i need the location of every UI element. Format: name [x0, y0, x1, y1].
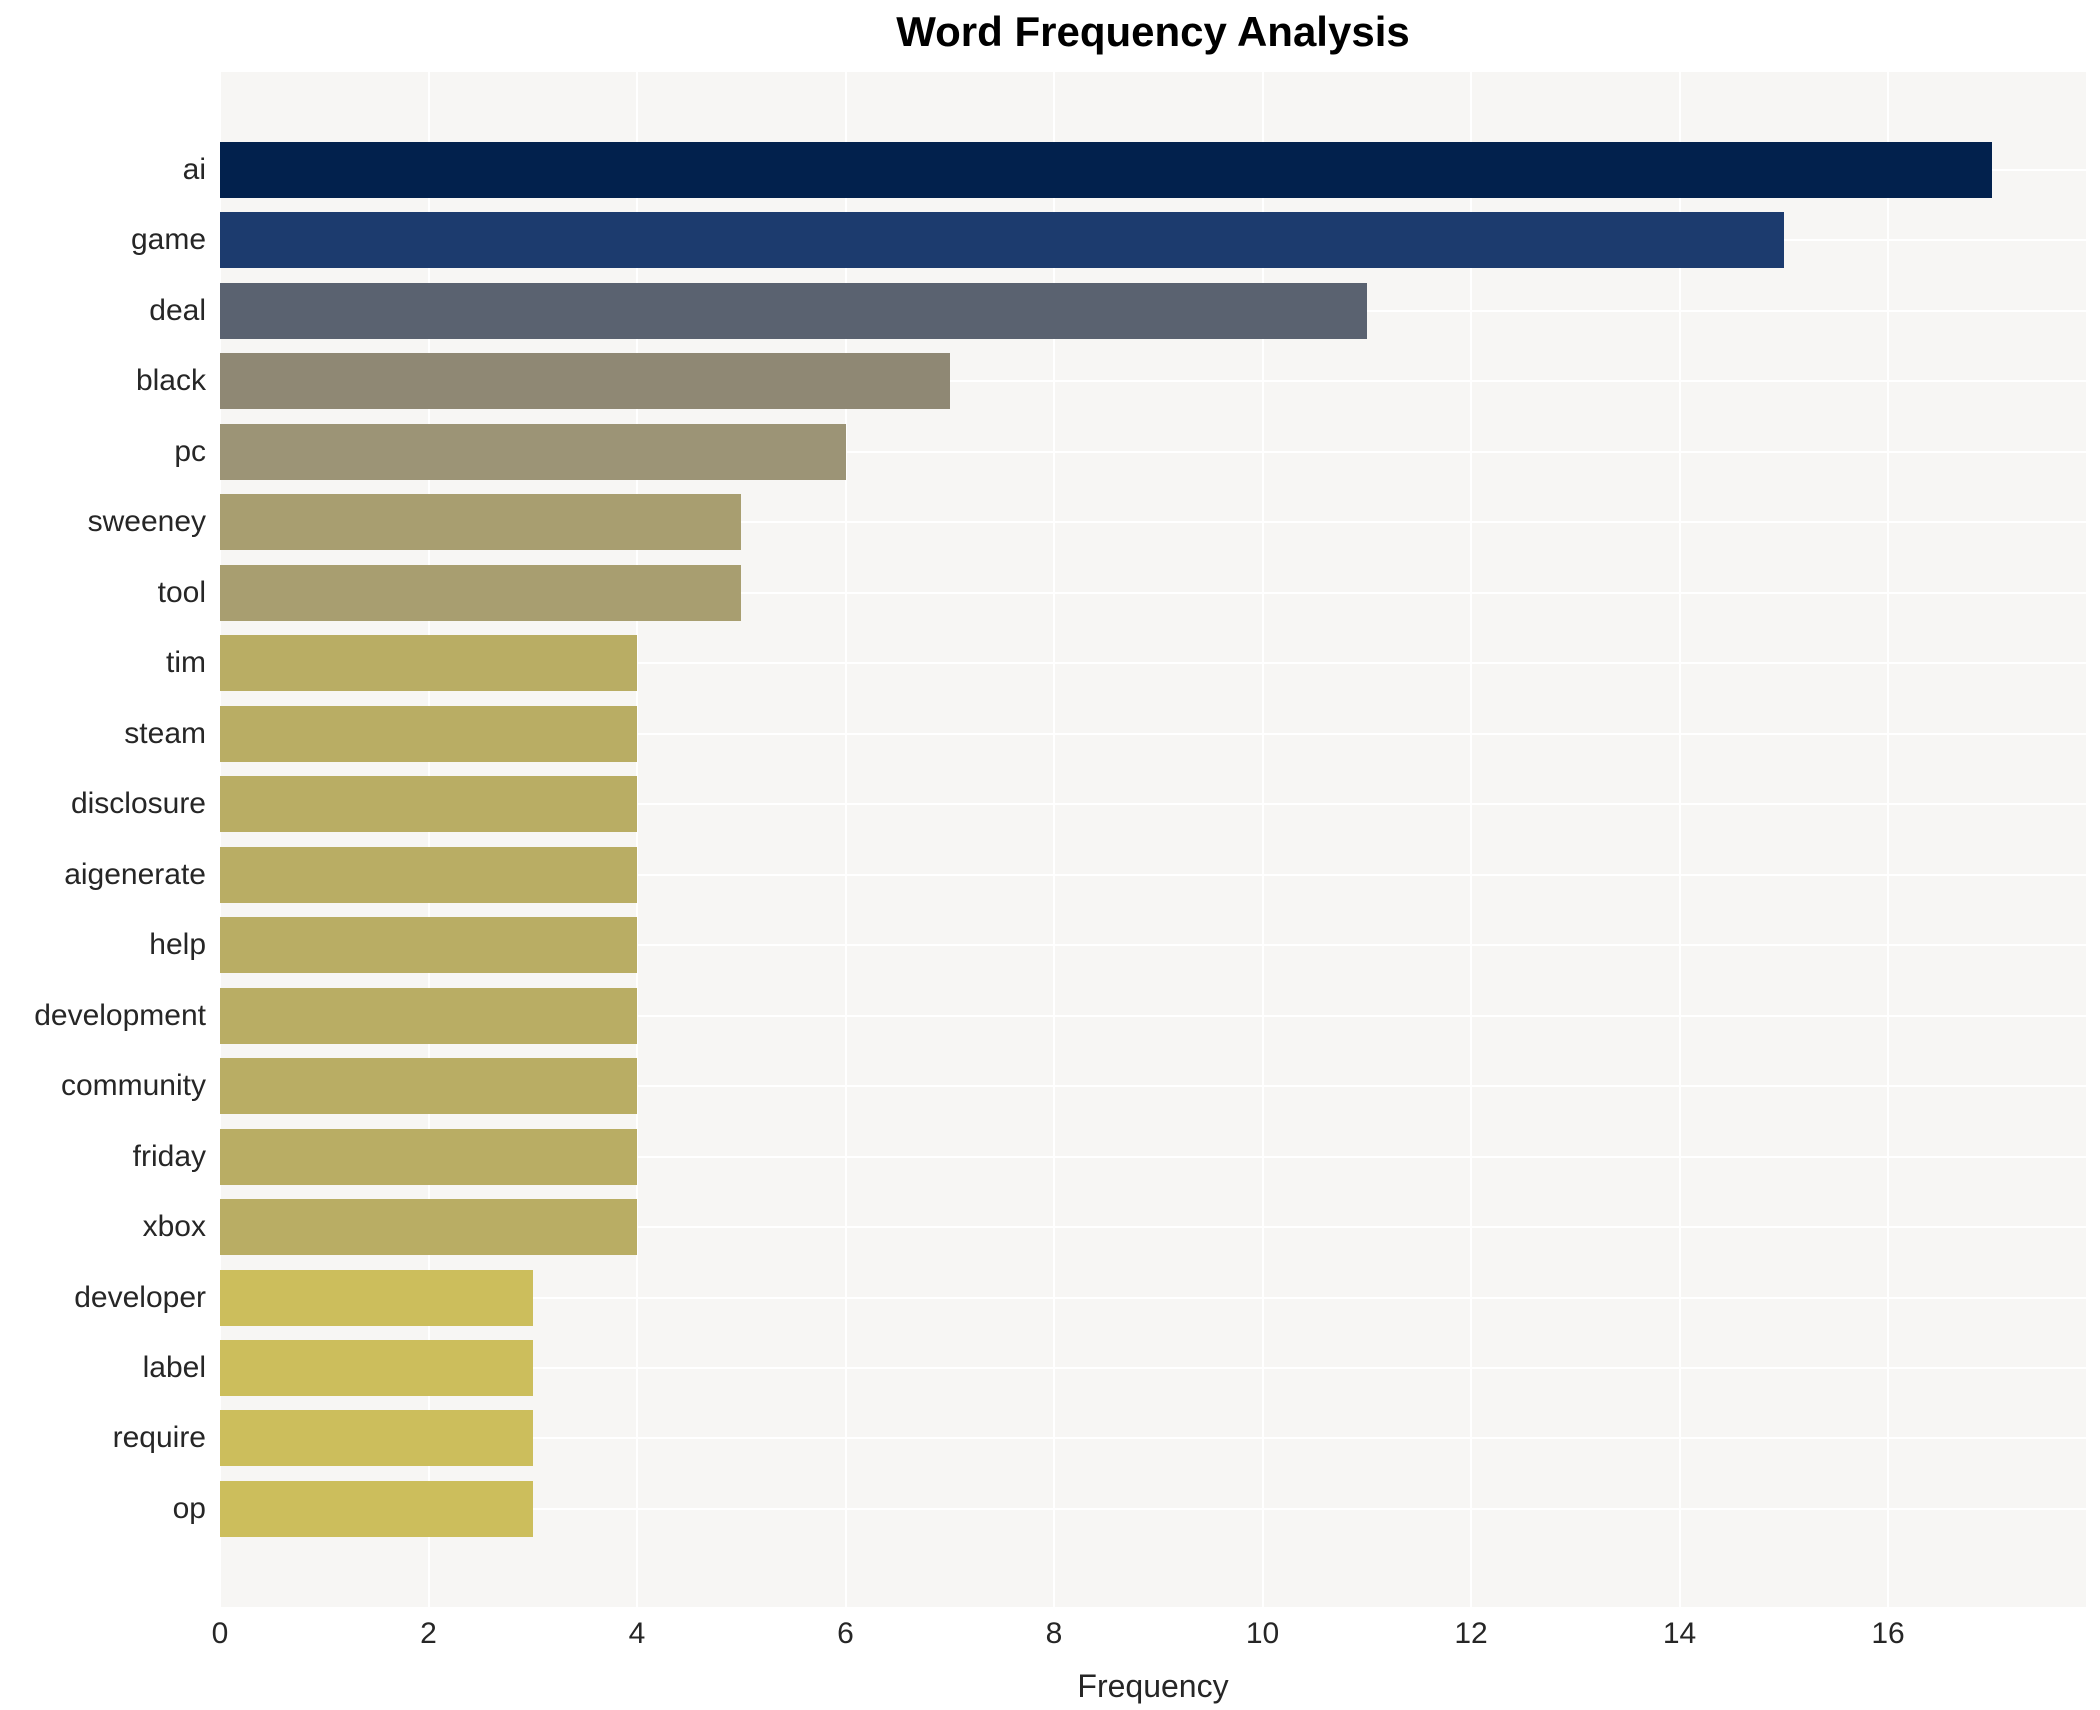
bar-development: [220, 987, 637, 1044]
gridline-horizontal: [220, 1507, 2086, 1510]
y-tick-label: friday: [132, 1139, 206, 1173]
gridline-horizontal: [220, 521, 2086, 524]
bar-tim: [220, 635, 637, 692]
bar-game: [220, 212, 1784, 269]
bar-black: [220, 353, 950, 410]
gridline-vertical: [636, 72, 638, 1607]
gridline-horizontal: [220, 1437, 2086, 1440]
y-tick-label: tool: [157, 575, 206, 609]
x-tick-label: 8: [1045, 1617, 1063, 1650]
y-tick-label: label: [142, 1350, 206, 1384]
gridline-horizontal: [220, 380, 2086, 383]
x-tick-label: 0: [211, 1617, 229, 1650]
plot-area: [219, 72, 2086, 1607]
y-tick-label: op: [172, 1491, 206, 1525]
x-axis-label: Frequency: [1077, 1668, 1229, 1704]
gridline-horizontal: [220, 1014, 2086, 1017]
gridline-vertical: [1887, 72, 1889, 1607]
y-tick-label: development: [34, 998, 206, 1032]
y-tick-label: disclosure: [70, 787, 206, 821]
y-tick-label: deal: [149, 293, 206, 327]
y-tick-label: xbox: [142, 1210, 206, 1244]
gridline-vertical: [1678, 72, 1681, 1607]
bar-friday: [220, 1128, 637, 1185]
gridline-horizontal: [220, 450, 2086, 453]
y-tick-label: black: [135, 364, 206, 398]
y-tick-label: ai: [182, 153, 206, 186]
x-tick-label: 4: [628, 1617, 646, 1650]
x-tick-label: 12: [1454, 1617, 1488, 1650]
gridline-horizontal: [220, 1226, 2086, 1229]
bar-disclosure: [220, 776, 637, 833]
chart-title: Word Frequency Analysis: [896, 8, 1410, 55]
y-tick-label: aigenerate: [64, 857, 206, 891]
gridline-horizontal: [220, 1085, 2086, 1088]
bar-tool: [220, 564, 742, 621]
gridline-vertical: [427, 72, 430, 1607]
y-tick-label: pc: [174, 434, 206, 468]
gridline-vertical: [1053, 72, 1055, 1607]
bar-xbox: [220, 1199, 637, 1256]
gridline-horizontal: [220, 803, 2086, 806]
gridline-horizontal: [220, 591, 2086, 594]
gridline-horizontal: [220, 1155, 2086, 1158]
y-tick-label: developer: [74, 1280, 206, 1314]
gridline-horizontal: [220, 944, 2086, 947]
gridline-vertical: [1470, 72, 1472, 1607]
gridline-vertical: [1261, 72, 1264, 1607]
bar-pc: [220, 423, 846, 480]
gridline-horizontal: [220, 1366, 2086, 1369]
gridline-horizontal: [220, 732, 2086, 735]
x-tick-label: 14: [1662, 1617, 1697, 1650]
y-tick-label: steam: [124, 716, 206, 750]
bar-steam: [220, 705, 637, 762]
x-tick-label: 2: [420, 1617, 437, 1650]
bar-label: [220, 1339, 533, 1396]
y-tick-label: game: [130, 223, 206, 257]
gridline-vertical: [219, 72, 221, 1607]
y-tick-label: help: [149, 928, 206, 962]
bar-developer: [220, 1269, 533, 1326]
x-tick-label: 16: [1871, 1617, 1905, 1650]
x-tick-label: 6: [837, 1617, 854, 1650]
gridline-vertical: [844, 72, 847, 1607]
bar-help: [220, 917, 637, 974]
bar-deal: [220, 282, 1367, 339]
bar-ai: [220, 142, 1993, 198]
bar-aigenerate: [220, 846, 637, 903]
bar-op: [220, 1480, 533, 1537]
y-tick-label: tim: [166, 646, 206, 680]
y-tick-label: community: [60, 1069, 206, 1103]
gridline-horizontal: [220, 662, 2086, 665]
bar-community: [220, 1058, 637, 1115]
gridline-horizontal: [220, 873, 2086, 876]
bar-require: [220, 1410, 533, 1467]
gridline-horizontal: [220, 1296, 2086, 1299]
bar-sweeney: [220, 494, 742, 551]
y-tick-label: require: [112, 1421, 206, 1455]
x-tick-label: 10: [1245, 1617, 1280, 1650]
y-tick-label: sweeney: [87, 505, 206, 539]
